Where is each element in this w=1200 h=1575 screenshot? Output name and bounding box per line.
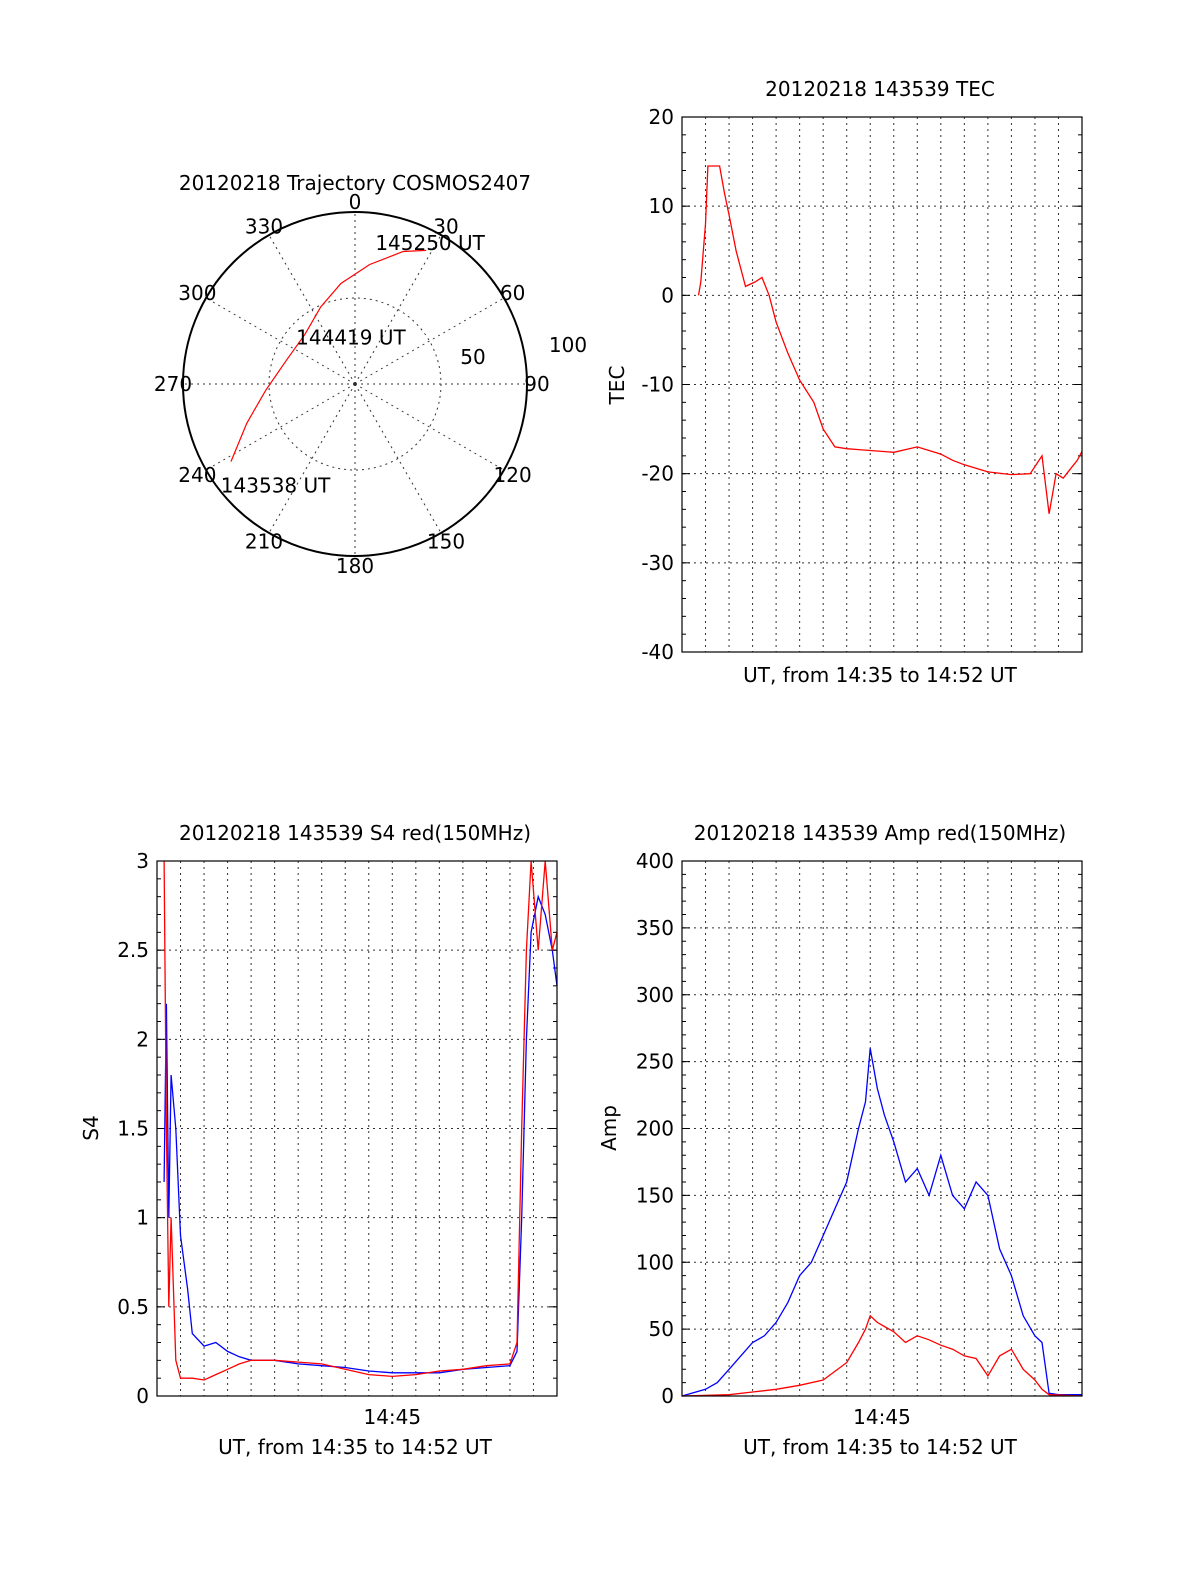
series-line-blue <box>681 1048 1082 1397</box>
s4-title: 20120218 143539 S4 red(150MHz) <box>179 821 531 845</box>
amp-xlabel: UT, from 14:35 to 14:52 UT <box>743 1435 1018 1459</box>
amp-ylabel: Amp <box>597 1105 621 1151</box>
y-tick-label: 20 <box>649 105 674 129</box>
trajectory-line <box>230 249 427 462</box>
radial-label: 100 <box>549 333 587 357</box>
series-line-blue <box>163 894 558 1374</box>
y-tick-label: 2 <box>136 1027 149 1051</box>
s4-ylabel: S4 <box>79 1115 103 1140</box>
trajectory-title: 20120218 Trajectory COSMOS2407 <box>179 171 531 195</box>
plot-frame <box>681 860 1083 1397</box>
y-tick-label: 250 <box>636 1050 674 1074</box>
tec-chart: 20120218 143539 TEC UT, from 14:35 to 14… <box>605 77 1083 687</box>
plot-frame <box>681 116 1083 653</box>
azimuth-label: 180 <box>336 554 374 578</box>
y-tick-label: 200 <box>636 1117 674 1141</box>
y-tick-label: 0 <box>661 283 674 307</box>
y-tick-label: 0 <box>661 1384 674 1408</box>
trajectory-time-label: 143538 UT <box>221 474 331 498</box>
series-line-red <box>163 860 558 1381</box>
y-tick-label: 400 <box>636 849 674 873</box>
trajectory-polar-chart: 20120218 Trajectory COSMOS2407 0 30 60 90 12… <box>154 171 587 578</box>
polar-spoke <box>354 234 442 385</box>
azimuth-label: 60 <box>500 281 525 305</box>
azimuth-label: 120 <box>494 463 532 487</box>
azimuth-label: 270 <box>154 372 192 396</box>
tec-ylabel: TEC <box>605 366 629 406</box>
y-tick-label: 3 <box>136 849 149 873</box>
trajectory-time-label: 144419 UT <box>296 326 406 350</box>
series-line-red <box>697 165 1083 514</box>
y-tick-label: -40 <box>641 640 674 664</box>
x-tick-label: 14:45 <box>853 1405 911 1429</box>
trajectory-time-label: 145250 UT <box>375 231 485 255</box>
polar-spoke <box>205 297 356 385</box>
polar-outer-ring <box>182 211 528 557</box>
plot-frame <box>156 860 558 1397</box>
y-tick-label: -20 <box>641 462 674 486</box>
y-tick-label: 150 <box>636 1183 674 1207</box>
y-tick-label: -30 <box>641 551 674 575</box>
y-tick-label: 1 <box>136 1206 149 1230</box>
azimuth-label: 30 <box>433 214 458 238</box>
s4-xlabel: UT, from 14:35 to 14:52 UT <box>218 1435 493 1459</box>
s4-chart: 20120218 143539 S4 red(150MHz) UT, from … <box>79 821 558 1459</box>
azimuth-label: 150 <box>427 530 465 554</box>
y-tick-label: 350 <box>636 916 674 940</box>
y-tick-label: 1.5 <box>117 1117 149 1141</box>
x-tick-label: 14:45 <box>363 1405 421 1429</box>
azimuth-label: 330 <box>245 214 283 238</box>
azimuth-label: 0 <box>349 190 362 214</box>
y-tick-label: 300 <box>636 983 674 1007</box>
polar-spoke <box>268 383 356 534</box>
amp-title: 20120218 143539 Amp red(150MHz) <box>694 821 1066 845</box>
radial-label: 50 <box>460 345 485 369</box>
y-tick-label: -10 <box>641 373 674 397</box>
amp-chart: 20120218 143539 Amp red(150MHz) UT, from… <box>597 821 1083 1459</box>
polar-spoke <box>268 234 356 385</box>
series-line-red <box>681 1314 1083 1397</box>
tec-title: 20120218 143539 TEC <box>765 77 995 101</box>
y-tick-label: 2.5 <box>117 938 149 962</box>
y-tick-label: 100 <box>636 1250 674 1274</box>
y-tick-label: 0.5 <box>117 1295 149 1319</box>
y-tick-label: 10 <box>649 194 674 218</box>
azimuth-label: 300 <box>178 281 216 305</box>
azimuth-label: 90 <box>524 372 549 396</box>
tec-xlabel: UT, from 14:35 to 14:52 UT <box>743 663 1018 687</box>
y-tick-label: 50 <box>649 1317 674 1341</box>
polar-spoke <box>205 383 356 471</box>
y-tick-label: 0 <box>136 1384 149 1408</box>
polar-spoke <box>354 383 442 534</box>
azimuth-label: 240 <box>178 463 216 487</box>
polar-spoke <box>354 297 505 385</box>
polar-spoke <box>354 383 505 471</box>
azimuth-label: 210 <box>245 530 283 554</box>
